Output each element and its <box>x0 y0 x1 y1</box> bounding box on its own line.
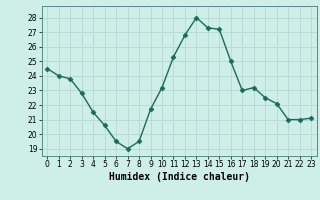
X-axis label: Humidex (Indice chaleur): Humidex (Indice chaleur) <box>109 172 250 182</box>
